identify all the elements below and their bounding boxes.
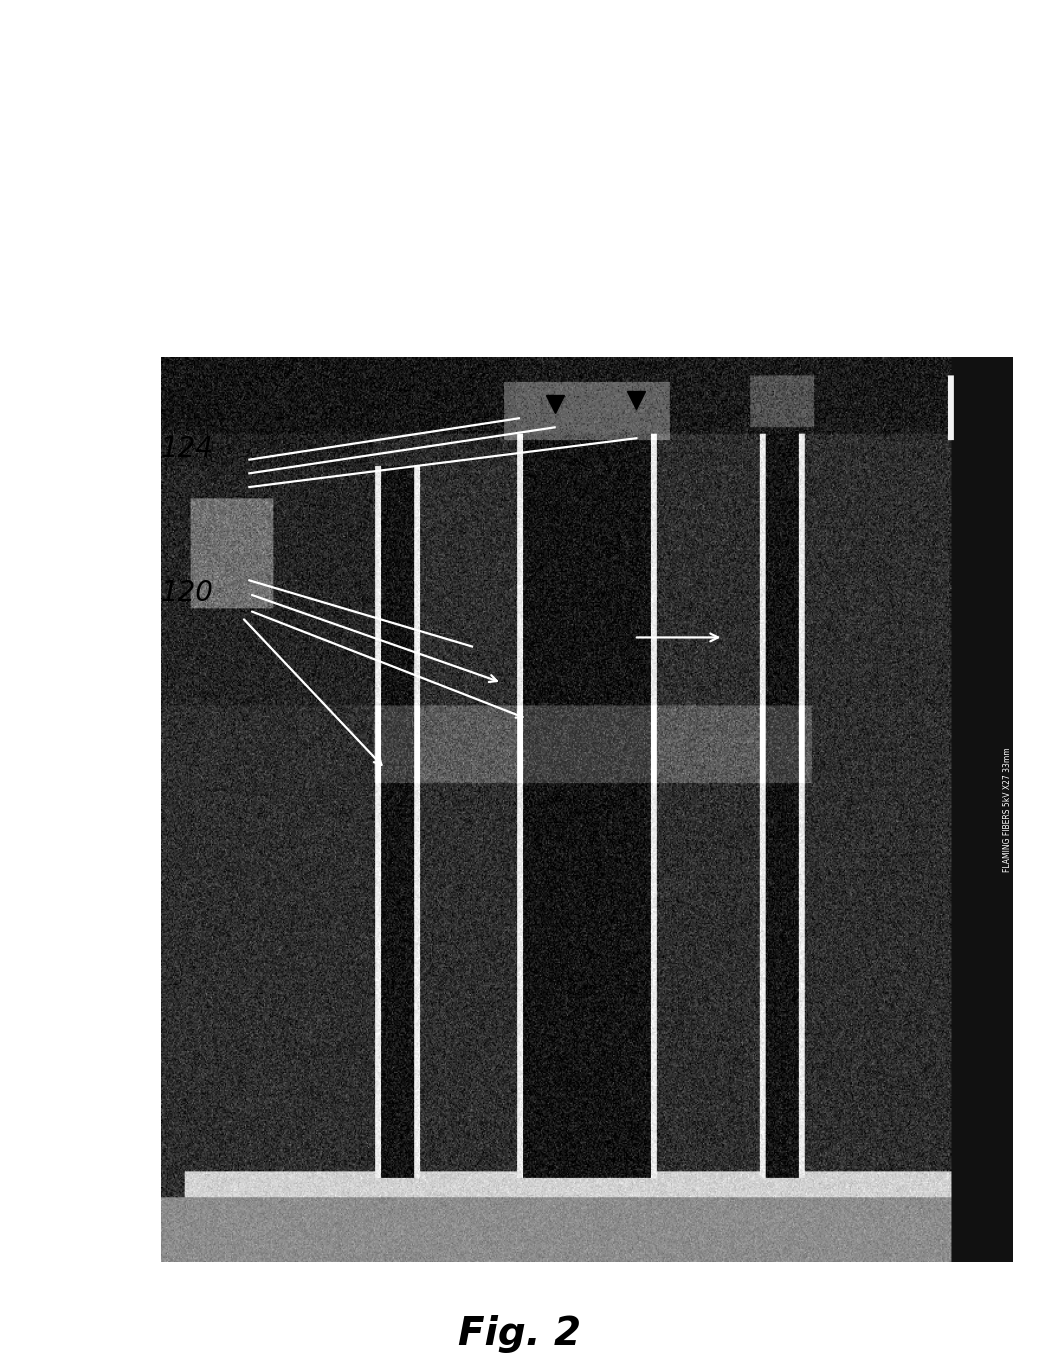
Text: 124: 124 bbox=[161, 435, 214, 462]
Text: FLAMING FIBERS 5kV X27 33mm: FLAMING FIBERS 5kV X27 33mm bbox=[1004, 748, 1012, 871]
Text: 100μm: 100μm bbox=[971, 340, 1003, 350]
Text: Fig. 2: Fig. 2 bbox=[458, 1314, 581, 1353]
Text: 120: 120 bbox=[161, 579, 214, 606]
